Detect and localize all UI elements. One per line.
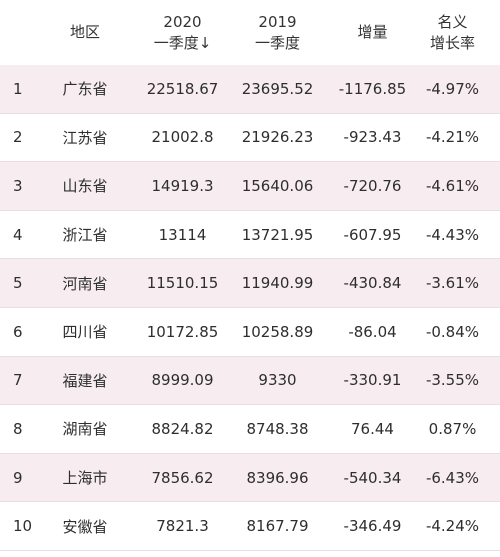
gdp-2020-cell: 21002.8 <box>151 128 214 147</box>
header-increase: 增量 <box>320 0 425 65</box>
gdp-2020-cell: 14919.3 <box>151 176 214 195</box>
region-cell: 四川省 <box>62 323 108 342</box>
gdp-2019-cell: 8167.79 <box>246 517 309 536</box>
rank-cell: 9 <box>13 468 23 487</box>
growth-rate-cell: -4.21% <box>425 128 480 147</box>
increase-cell: 76.44 <box>351 419 394 438</box>
gdp-2020-cell: 8999.09 <box>151 371 214 390</box>
gdp-2019-cell: 21926.23 <box>241 128 314 147</box>
table-body: 1 广东省 22518.67 23695.52 -1176.85 -4.97% 2 江苏省 21… <box>0 65 500 551</box>
header-2019-year: 2019 <box>258 12 297 31</box>
rank-cell: 1 <box>13 79 23 98</box>
gdp-2019-cell: 10258.89 <box>241 322 314 341</box>
table-header: 地区 2020 一季度↓ 2019 一季度 增量 名义 增长率 <box>0 0 500 65</box>
increase-cell: -607.95 <box>343 225 402 244</box>
gdp-2019-cell: 13721.95 <box>241 225 314 244</box>
growth-rate-cell: -4.61% <box>425 176 480 195</box>
header-increase-label: 增量 <box>357 23 388 41</box>
rank-cell: 4 <box>13 225 23 244</box>
gdp-2020-cell: 7856.62 <box>151 468 214 487</box>
increase-cell: -346.49 <box>343 517 402 536</box>
table-row: 3 山东省 14919.3 15640.06 -720.76 -4.61% <box>0 162 500 211</box>
region-cell: 山东省 <box>62 177 108 196</box>
table-row: 5 河南省 11510.15 11940.99 -430.84 -3.61% <box>0 259 500 308</box>
growth-rate-cell: -6.43% <box>425 468 480 487</box>
increase-cell: -330.91 <box>343 371 402 390</box>
gdp-2020-cell: 10172.85 <box>146 322 219 341</box>
table-row: 2 江苏省 21002.8 21926.23 -923.43 -4.21% <box>0 113 500 163</box>
region-cell: 安徽省 <box>62 517 108 536</box>
increase-cell: -1176.85 <box>338 79 407 98</box>
gdp-2019-cell: 9330 <box>258 371 297 390</box>
table-row: 7 福建省 8999.09 9330 -330.91 -3.55% <box>0 356 500 406</box>
gdp-2020-cell: 13114 <box>158 225 207 244</box>
gdp-2019-cell: 23695.52 <box>241 79 314 98</box>
header-2019-quarter: 一季度 <box>254 33 300 52</box>
table-row: 1 广东省 22518.67 23695.52 -1176.85 -4.97% <box>0 65 500 114</box>
gdp-2019-cell: 8748.38 <box>246 419 309 438</box>
region-cell: 广东省 <box>62 80 108 99</box>
header-region: 地区 <box>40 0 130 65</box>
gdp-2019-cell: 15640.06 <box>241 176 314 195</box>
gdp-2019-cell: 8396.96 <box>246 468 309 487</box>
rank-cell: 5 <box>13 274 23 293</box>
region-cell: 河南省 <box>62 274 108 293</box>
rank-cell: 8 <box>13 419 23 438</box>
header-rate-line2: 增长率 <box>429 33 475 52</box>
header-2020-quarter: 一季度↓ <box>153 33 212 52</box>
header-2020-q1: 2020 一季度↓ <box>130 0 235 65</box>
table-row: 4 浙江省 13114 13721.95 -607.95 -4.43% <box>0 210 500 260</box>
growth-rate-cell: -4.24% <box>425 517 480 536</box>
rank-cell: 2 <box>13 128 23 147</box>
header-2019-q1: 2019 一季度 <box>225 0 330 65</box>
table-row: 9 上海市 7856.62 8396.96 -540.34 -6.43% <box>0 453 500 503</box>
table-row: 8 湖南省 8824.82 8748.38 76.44 0.87% <box>0 405 500 454</box>
growth-rate-cell: -0.84% <box>425 322 480 341</box>
gdp-2020-cell: 8824.82 <box>151 419 214 438</box>
header-rate-line1: 名义 <box>437 12 468 31</box>
table-row: 10 安徽省 7821.3 8167.79 -346.49 -4.24% <box>0 502 500 551</box>
gdp-2019-cell: 11940.99 <box>241 274 314 293</box>
rank-cell: 3 <box>13 176 23 195</box>
growth-rate-cell: -3.55% <box>425 371 480 390</box>
header-2020-year: 2020 <box>163 12 202 31</box>
header-growth-rate: 名义 增长率 <box>405 0 500 65</box>
increase-cell: -430.84 <box>343 274 402 293</box>
growth-rate-cell: -4.97% <box>425 79 480 98</box>
header-region-label: 地区 <box>69 23 100 41</box>
increase-cell: -720.76 <box>343 176 402 195</box>
gdp-2020-cell: 11510.15 <box>146 274 219 293</box>
increase-cell: -86.04 <box>348 322 397 341</box>
region-cell: 湖南省 <box>62 420 108 439</box>
rank-cell: 7 <box>13 371 23 390</box>
increase-cell: -540.34 <box>343 468 402 487</box>
region-cell: 上海市 <box>62 469 108 488</box>
rank-cell: 6 <box>13 322 23 341</box>
rank-cell: 10 <box>13 517 33 536</box>
region-cell: 浙江省 <box>62 226 108 245</box>
increase-cell: -923.43 <box>343 128 402 147</box>
growth-rate-cell: -4.43% <box>425 225 480 244</box>
table-row: 6 四川省 10172.85 10258.89 -86.04 -0.84% <box>0 307 500 357</box>
region-cell: 江苏省 <box>62 128 108 147</box>
region-cell: 福建省 <box>62 371 108 390</box>
growth-rate-cell: 0.87% <box>428 419 477 438</box>
gdp-2020-cell: 7821.3 <box>156 517 209 536</box>
growth-rate-cell: -3.61% <box>425 274 480 293</box>
gdp-2020-cell: 22518.67 <box>146 79 219 98</box>
